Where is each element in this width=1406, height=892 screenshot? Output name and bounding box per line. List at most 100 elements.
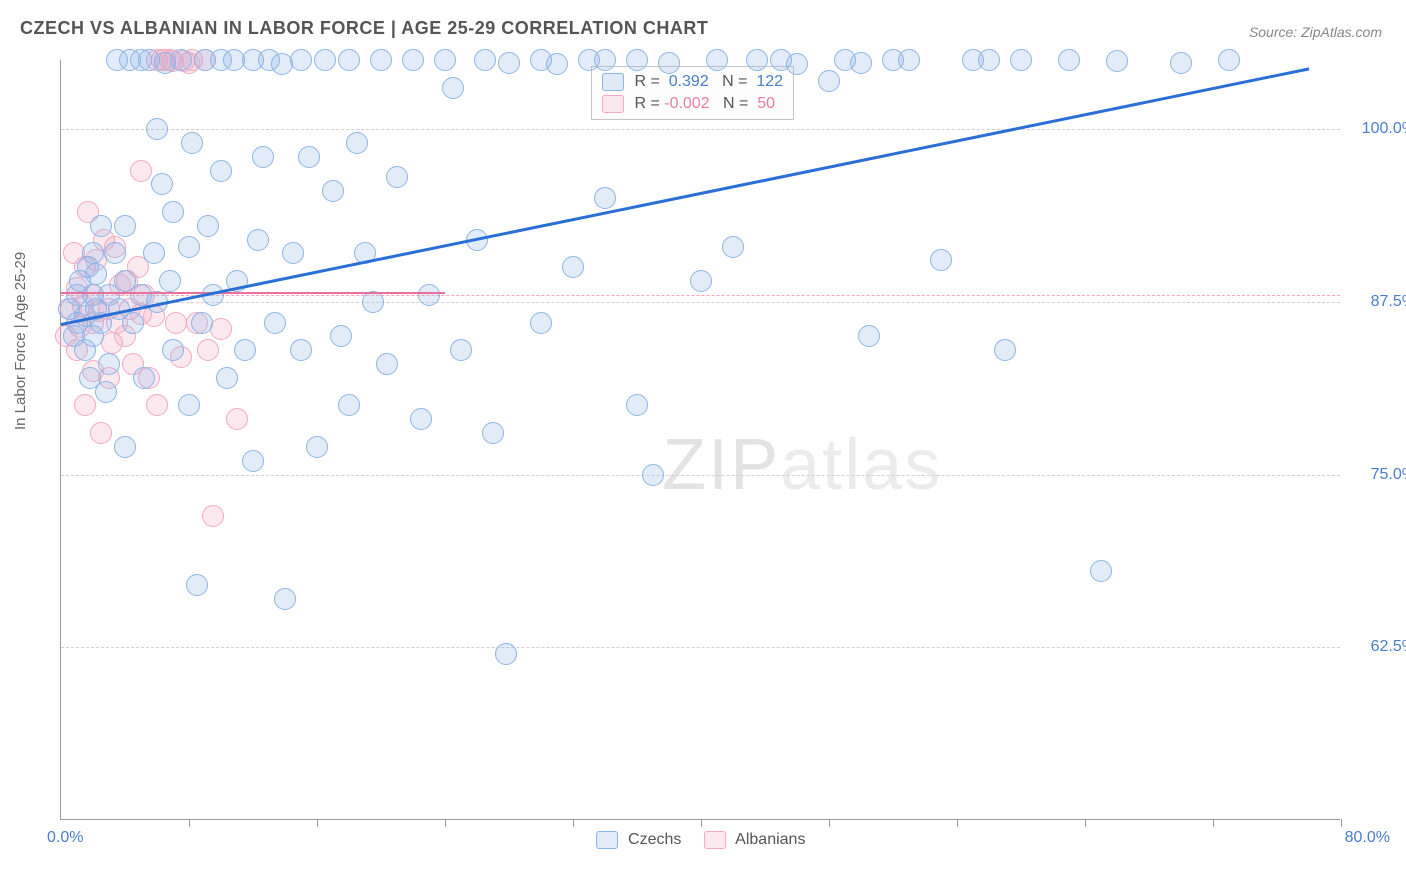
chart-container: CZECH VS ALBANIAN IN LABOR FORCE | AGE 2… <box>0 0 1406 892</box>
czech-point <box>1010 49 1032 71</box>
czech-point <box>346 132 368 154</box>
czech-point <box>104 242 126 264</box>
swatch-czech-icon <box>602 73 624 91</box>
source-label: Source: ZipAtlas.com <box>1249 24 1382 40</box>
x-tick-mark <box>957 819 958 827</box>
czech-point <box>151 173 173 195</box>
czech-point <box>162 201 184 223</box>
czech-point <box>482 422 504 444</box>
czech-point <box>252 146 274 168</box>
albanian-regression-line <box>61 292 445 294</box>
czech-point <box>442 77 464 99</box>
y-tick-label: 87.5% <box>1346 293 1406 311</box>
czech-point <box>594 187 616 209</box>
czech-point <box>170 49 192 71</box>
czech-point <box>82 242 104 264</box>
czech-point <box>1170 52 1192 74</box>
czech-point <box>418 284 440 306</box>
x-tick-mark <box>829 819 830 827</box>
x-tick-min: 0.0% <box>47 829 83 847</box>
czech-point <box>162 339 184 361</box>
czech-point <box>143 242 165 264</box>
czech-point <box>562 256 584 278</box>
czech-point <box>306 436 328 458</box>
gridline-h <box>61 475 1340 476</box>
czech-point <box>594 49 616 71</box>
albanian-point <box>226 408 248 430</box>
czech-point <box>530 312 552 334</box>
czech-point <box>114 436 136 458</box>
swatch-albanian-icon <box>602 95 624 113</box>
swatch-czech-icon <box>596 831 618 849</box>
czech-point <box>282 242 304 264</box>
czech-point <box>410 408 432 430</box>
legend-albanian-label: Albanians <box>735 831 805 848</box>
chart-title: CZECH VS ALBANIAN IN LABOR FORCE | AGE 2… <box>20 18 708 39</box>
czech-point <box>850 52 872 74</box>
gridline-h <box>61 647 1340 648</box>
czech-point <box>746 49 768 71</box>
stats-row-czech: R = 0.392 N = 122 <box>602 71 783 93</box>
czech-point <box>930 249 952 271</box>
czech-point <box>722 236 744 258</box>
x-tick-mark <box>445 819 446 827</box>
x-tick-mark <box>573 819 574 827</box>
albanian-point <box>197 339 219 361</box>
x-tick-mark <box>189 819 190 827</box>
czech-point <box>402 49 424 71</box>
czech-point <box>1058 49 1080 71</box>
czech-point <box>181 132 203 154</box>
watermark-bold: ZIP <box>662 425 780 505</box>
y-tick-label: 62.5% <box>1346 638 1406 656</box>
albanian-point <box>210 318 232 340</box>
czech-point <box>178 394 200 416</box>
x-tick-max: 80.0% <box>1345 829 1390 847</box>
czech-point <box>450 339 472 361</box>
albanian-point <box>202 505 224 527</box>
watermark: ZIPatlas <box>662 424 942 506</box>
czech-point <box>495 643 517 665</box>
czech-point <box>786 53 808 75</box>
czech-n-value: 122 <box>756 73 783 90</box>
czech-point <box>898 49 920 71</box>
czech-point <box>210 160 232 182</box>
czech-point <box>122 312 144 334</box>
czech-point <box>690 270 712 292</box>
albanian-n-value: 50 <box>757 95 775 112</box>
czech-r-value: 0.392 <box>669 73 709 90</box>
czech-point <box>274 588 296 610</box>
albanian-point <box>90 422 112 444</box>
czech-point <box>242 450 264 472</box>
albanian-point <box>130 160 152 182</box>
czech-point <box>98 353 120 375</box>
czech-point <box>234 339 256 361</box>
czech-point <box>197 215 219 237</box>
czech-point <box>159 270 181 292</box>
czech-point <box>658 52 680 74</box>
czech-point <box>626 394 648 416</box>
czech-point <box>994 339 1016 361</box>
czech-point <box>626 49 648 71</box>
y-axis-label: In Labor Force | Age 25-29 <box>12 252 29 430</box>
czech-point <box>90 215 112 237</box>
czech-point <box>498 52 520 74</box>
czech-point <box>474 49 496 71</box>
czech-point <box>178 236 200 258</box>
czech-point <box>322 180 344 202</box>
czech-point <box>290 49 312 71</box>
czech-point <box>95 381 117 403</box>
czech-point <box>338 394 360 416</box>
czech-point <box>1218 49 1240 71</box>
plot-area: ZIPatlas R = 0.392 N = 122 R = -0.002 N … <box>60 60 1340 820</box>
czech-point <box>133 367 155 389</box>
y-tick-label: 100.0% <box>1346 120 1406 138</box>
czech-point <box>1090 560 1112 582</box>
y-tick-label: 75.0% <box>1346 466 1406 484</box>
albanian-point <box>165 312 187 334</box>
czech-point <box>546 53 568 75</box>
czech-point <box>434 49 456 71</box>
czech-point <box>298 146 320 168</box>
swatch-albanian-icon <box>704 831 726 849</box>
czech-point <box>191 312 213 334</box>
stats-legend: R = 0.392 N = 122 R = -0.002 N = 50 <box>591 66 794 120</box>
